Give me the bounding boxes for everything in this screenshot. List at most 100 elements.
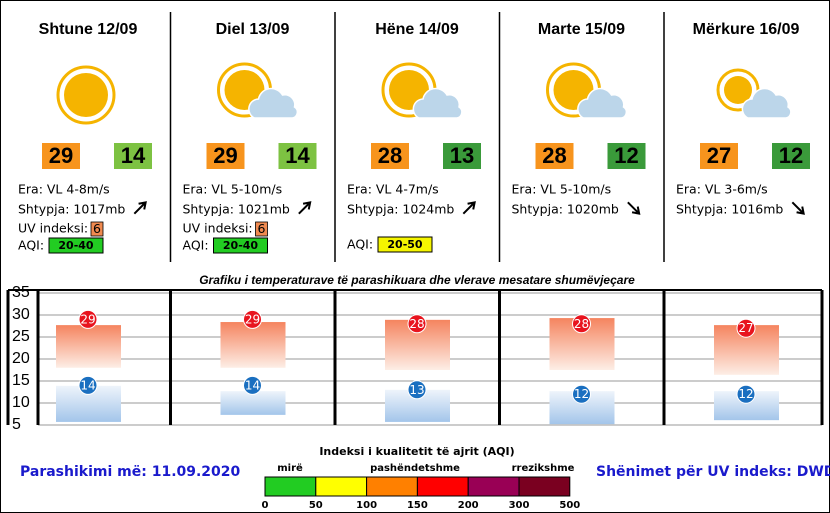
forecast-bubble <box>407 380 427 400</box>
y-tick-label: 10 <box>12 394 30 411</box>
aqi-segment <box>264 476 317 497</box>
aqi-segment <box>315 476 368 497</box>
normal-range <box>220 391 286 415</box>
bubble-label: 29 <box>80 312 95 326</box>
high-temp: 29 <box>49 143 73 168</box>
bubble-label: 12 <box>738 387 753 401</box>
aqi-value: 20-40 <box>58 239 94 252</box>
high-temp: 28 <box>378 143 402 168</box>
aqi-tick: 100 <box>356 500 377 511</box>
forecast-bubble <box>736 384 756 404</box>
sun-ring <box>56 65 116 125</box>
forecast-bubble <box>78 309 98 329</box>
forecast-bubble <box>572 314 591 334</box>
bubble-label: 14 <box>80 378 95 392</box>
aqi-segment <box>366 476 418 497</box>
y-tick-label: 30 <box>12 306 30 323</box>
bubble-label: 28 <box>409 317 424 331</box>
forecast-bubble <box>243 309 262 329</box>
aqi-tick: 50 <box>309 500 323 511</box>
wind-arrow <box>133 201 147 215</box>
day-name: Mërkure 16/09 <box>693 21 800 38</box>
chart-title: Grafiku i temperaturave të parashikuara … <box>199 273 635 287</box>
day-name: Diel 13/09 <box>216 21 290 38</box>
arrow-shape <box>791 201 805 215</box>
pressure: Shtypja: 1021mb <box>183 202 290 217</box>
aqi-segment <box>416 476 469 497</box>
forecast-bubble <box>243 375 262 395</box>
bubble-label: 27 <box>738 321 753 335</box>
aqi-label: AQI: <box>18 238 44 253</box>
y-tick-label: 20 <box>12 350 30 367</box>
pressure: Shtypja: 1017mb <box>18 202 125 217</box>
wind-arrow <box>298 201 312 215</box>
low-temp: 14 <box>121 143 146 168</box>
uv-box <box>90 221 104 237</box>
cloud-icon <box>412 87 463 119</box>
normal-range <box>220 322 286 368</box>
wind-arrow <box>791 201 805 215</box>
bubble-label: 12 <box>574 387 589 401</box>
wind-arrow <box>462 201 476 215</box>
high-box <box>42 143 80 169</box>
aqi-category: pashëndetshme <box>370 463 460 474</box>
low-temp: 14 <box>285 143 310 168</box>
wind: Era: VL 3-6m/s <box>676 182 768 197</box>
pressure: Shtypja: 1020mb <box>512 202 619 217</box>
uv-value: 6 <box>93 221 101 236</box>
forecast-bubble <box>407 314 427 334</box>
high-temp: 29 <box>213 143 237 168</box>
y-tick-label: 35 <box>12 284 30 301</box>
aqi-value: 20-50 <box>387 238 423 251</box>
uv-box <box>255 221 268 237</box>
bubble-label: 29 <box>245 312 260 326</box>
high-box <box>206 143 245 169</box>
low-box <box>114 143 152 169</box>
low-box <box>772 143 810 169</box>
aqi-segment <box>518 476 571 497</box>
aqi-value: 20-40 <box>223 239 259 252</box>
forecast-bubble <box>78 375 98 395</box>
low-box <box>443 143 481 169</box>
aqi-tick: 150 <box>407 500 428 511</box>
aqi-tick: 200 <box>458 500 479 511</box>
uv-label: UV indeksi: <box>18 221 88 236</box>
bubble-label: 28 <box>574 317 589 331</box>
low-temp: 13 <box>450 143 474 168</box>
day-name: Shtune 12/09 <box>39 21 138 38</box>
uv-label: UV indeksi: <box>183 221 253 236</box>
aqi-box <box>48 237 104 254</box>
wind: Era: VL 4-7m/s <box>347 182 439 197</box>
y-tick-label: 15 <box>12 372 30 389</box>
high-box <box>535 143 574 169</box>
wind: Era: VL 5-10m/s <box>512 182 612 197</box>
aqi-label: AQI: <box>347 237 373 252</box>
arrow-shape <box>298 201 312 215</box>
cloud-icon <box>577 87 628 119</box>
uv-value: 6 <box>258 221 266 236</box>
normal-range <box>56 325 121 368</box>
cloud-icon <box>248 87 299 119</box>
aqi-category: mirë <box>277 463 303 474</box>
wind: Era: VL 4-8m/s <box>18 182 110 197</box>
aqi-title: Indeksi i kualitetit të ajrit (AQI) <box>319 445 514 458</box>
arrow-shape <box>627 201 641 215</box>
high-temp: 27 <box>707 143 731 168</box>
aqi-tick: 500 <box>559 500 580 511</box>
pressure: Shtypja: 1024mb <box>347 202 454 217</box>
high-box <box>371 143 409 169</box>
forecast-bubble <box>572 384 591 404</box>
low-temp: 12 <box>779 143 803 168</box>
low-box <box>607 143 646 169</box>
sun-icon <box>64 73 108 117</box>
high-box <box>700 143 738 169</box>
aqi-segment <box>467 476 520 497</box>
day-name: Hëne 14/09 <box>375 21 459 38</box>
day-name: Marte 15/09 <box>538 21 625 38</box>
aqi-label: AQI: <box>183 238 209 253</box>
bubble-label: 14 <box>245 378 260 392</box>
aqi-category: rrezikshme <box>512 463 575 474</box>
high-temp: 28 <box>542 143 566 168</box>
wind: Era: VL 5-10m/s <box>183 182 283 197</box>
